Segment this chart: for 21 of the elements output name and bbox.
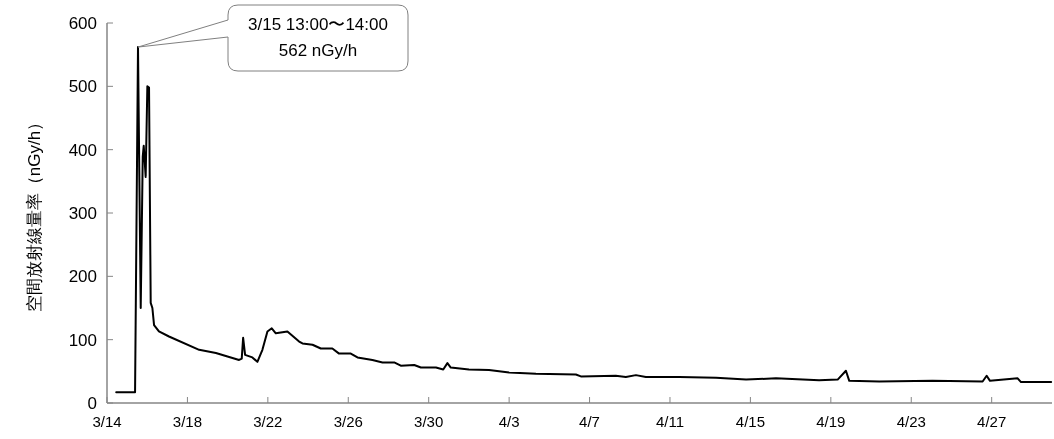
x-tick-label: 3/26 — [333, 413, 363, 430]
y-tick-label: 500 — [68, 77, 97, 97]
y-tick-label: 300 — [68, 203, 97, 223]
x-tick-label: 3/30 — [414, 413, 444, 430]
annotation: 3/15 13:00〜14:00 562 nGy/h — [248, 15, 388, 60]
x-tick-label: 4/7 — [579, 413, 600, 430]
x-tick-label: 4/15 — [735, 413, 766, 430]
y-tick-label: 600 — [68, 13, 97, 33]
x-tick-label: 4/3 — [498, 413, 520, 430]
x-tick-label: 4/27 — [977, 413, 1007, 430]
x-tick-label: 3/18 — [172, 413, 203, 430]
x-tick-label: 4/19 — [816, 413, 846, 430]
y-axis-title: 空間放射線量率（nGy/h） — [25, 113, 44, 313]
y-tick-label: 0 — [87, 393, 97, 413]
y-tick-label: 200 — [68, 267, 97, 287]
x-tick-label: 3/22 — [253, 413, 283, 430]
x-tick-label: 3/14 — [92, 413, 122, 430]
x-tick-label: 4/23 — [896, 413, 926, 430]
y-tick-label: 100 — [68, 330, 97, 350]
y-tick-label: 400 — [68, 140, 97, 160]
x-tick-label: 4/11 — [655, 413, 685, 430]
